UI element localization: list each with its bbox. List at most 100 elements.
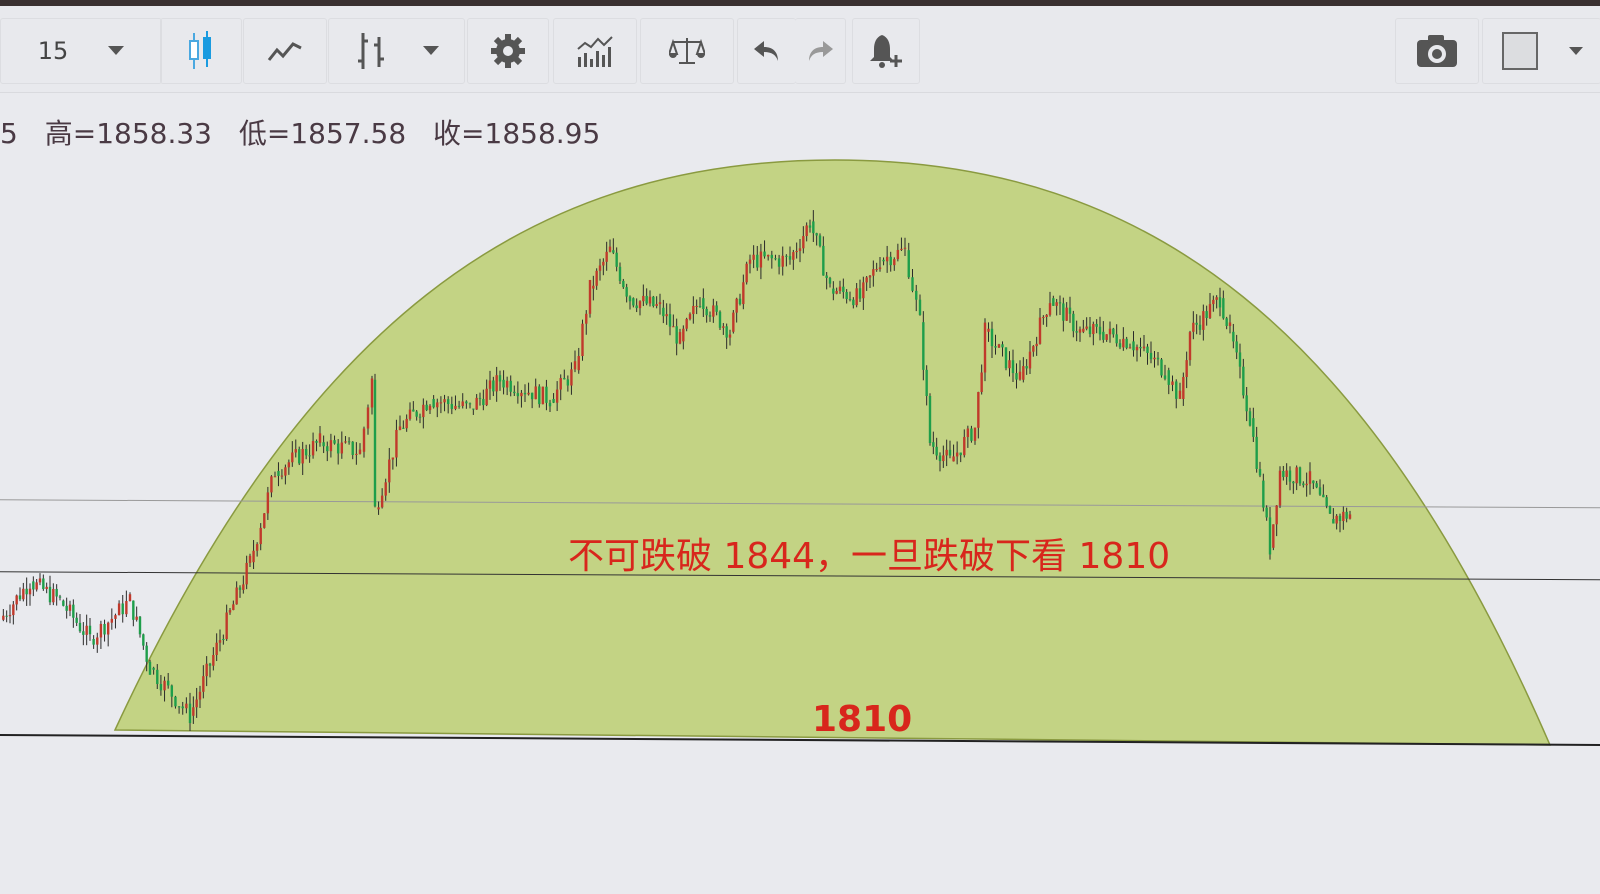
candle-body	[1008, 360, 1011, 369]
candle-body	[228, 610, 232, 613]
candle-body	[12, 604, 15, 616]
candle	[195, 687, 198, 718]
candle-body	[355, 453, 358, 455]
fullscreen-button[interactable]	[1482, 18, 1600, 84]
candle-body	[715, 305, 718, 312]
candle	[648, 290, 652, 307]
candle-body	[963, 437, 966, 456]
candle	[530, 392, 534, 409]
candle	[1258, 461, 1262, 478]
candle	[1142, 334, 1146, 352]
candle	[1292, 480, 1295, 494]
candle	[478, 392, 482, 406]
candle	[685, 317, 688, 332]
candle	[781, 246, 784, 276]
candle	[388, 447, 391, 493]
candle	[322, 435, 325, 454]
candle	[333, 435, 336, 445]
candle	[252, 540, 255, 570]
bar-type-button[interactable]	[328, 18, 465, 84]
screenshot-button[interactable]	[1395, 18, 1479, 84]
candle	[465, 400, 468, 409]
candle-body	[759, 251, 763, 268]
candle-body	[932, 442, 935, 447]
candle-body	[735, 298, 738, 313]
candle	[1032, 345, 1035, 357]
candle-body	[1198, 324, 1202, 330]
candlestick-button[interactable]	[160, 18, 242, 84]
candle-body	[384, 482, 387, 496]
candle	[492, 376, 495, 397]
candle	[1068, 296, 1072, 323]
candle-body	[304, 448, 308, 456]
add-alert-button[interactable]	[852, 18, 920, 84]
candle	[588, 279, 592, 318]
candle-body	[922, 322, 925, 370]
ohlc-close: 收=1858.95	[433, 117, 601, 150]
candle-body	[358, 449, 362, 454]
candle	[32, 576, 35, 597]
candle	[1146, 343, 1149, 365]
candle-body	[128, 594, 132, 602]
candle	[485, 379, 488, 407]
settings-button[interactable]	[467, 18, 549, 84]
candle-body	[1135, 346, 1139, 351]
candle-body	[845, 292, 848, 300]
line-chart-button[interactable]	[243, 18, 327, 84]
candle	[1102, 321, 1105, 343]
candle	[294, 439, 297, 458]
candle-body	[1268, 517, 1272, 555]
candle-body	[242, 584, 245, 590]
redo-button[interactable]	[795, 18, 846, 84]
indicators-button[interactable]	[553, 18, 637, 84]
candle	[559, 374, 562, 401]
candle-body	[1048, 303, 1052, 315]
candle	[148, 659, 152, 675]
candle	[106, 621, 110, 647]
line-chart-icon	[267, 42, 302, 61]
candle	[928, 393, 932, 446]
candle-body	[788, 256, 792, 260]
candle-body	[2, 615, 5, 620]
candle	[263, 513, 266, 529]
candle-body	[472, 408, 475, 410]
candle	[545, 379, 548, 411]
candle	[1055, 298, 1058, 316]
candle	[977, 391, 980, 439]
candle	[822, 236, 825, 276]
candle	[22, 582, 25, 602]
candle-body	[748, 259, 752, 264]
candle-body	[192, 707, 195, 716]
candle-body	[1282, 471, 1285, 477]
candle	[298, 446, 301, 466]
candle	[1132, 331, 1135, 357]
candle	[1322, 484, 1325, 498]
compare-button[interactable]	[640, 18, 734, 84]
candle-body	[174, 696, 177, 707]
candle-body	[648, 296, 652, 304]
candle	[1088, 317, 1092, 338]
undo-button[interactable]	[737, 18, 796, 84]
candle-body	[1118, 343, 1122, 348]
candle	[1078, 326, 1082, 342]
candle	[925, 365, 928, 406]
candle-body	[1075, 331, 1078, 333]
candle	[1238, 343, 1242, 379]
candle-body	[559, 378, 562, 390]
candle-body	[698, 305, 702, 307]
candle	[415, 410, 418, 421]
candle-body	[915, 290, 918, 300]
candle	[88, 618, 92, 641]
candle-body	[570, 369, 573, 386]
interval-selector[interactable]: 15	[0, 18, 162, 84]
candle-body	[205, 663, 208, 677]
candle	[1185, 351, 1188, 389]
candle-body	[1255, 436, 1258, 469]
candle	[1195, 314, 1198, 335]
candle-body	[344, 441, 347, 443]
candle	[159, 674, 163, 696]
candle-body	[181, 706, 184, 709]
candle	[1118, 339, 1122, 350]
candle-body	[1265, 507, 1268, 518]
